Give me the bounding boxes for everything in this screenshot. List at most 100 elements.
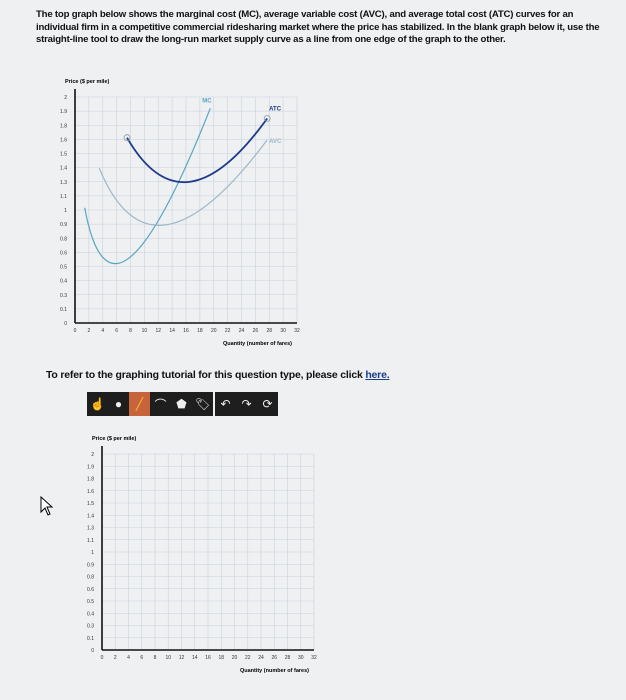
y-tick-label: 0 xyxy=(91,648,94,654)
y-axis-label: Price ($ per mile) xyxy=(65,79,109,85)
label-tool-button[interactable]: 🏷 xyxy=(192,392,213,416)
history-tools: ↶ ↷ ⟳ xyxy=(215,392,278,416)
x-tick-label: 2 xyxy=(114,655,117,661)
y-tick-label: 1.3 xyxy=(60,180,67,186)
x-axis-label: Quantity (number of fares) xyxy=(240,668,309,674)
select-tool-button[interactable]: ☝ xyxy=(87,392,108,416)
reset-button[interactable]: ⟳ xyxy=(257,392,278,416)
tutorial-link[interactable]: here. xyxy=(365,369,390,381)
y-tick-label: 0.8 xyxy=(60,236,67,242)
y-tick-label: 0.4 xyxy=(60,279,67,285)
redo-button[interactable]: ↷ xyxy=(236,392,257,416)
x-tick-label: 10 xyxy=(165,655,171,661)
x-tick-label: 28 xyxy=(285,655,291,661)
atc-curve xyxy=(126,117,268,184)
y-tick-label: 2 xyxy=(91,452,94,458)
y-tick-label: 1.9 xyxy=(87,464,94,470)
x-tick-label: 12 xyxy=(155,328,161,334)
mouse-cursor-icon xyxy=(40,496,54,516)
drawing-tools: ☝ ● ╱ ⌒ ⬟ 🏷 xyxy=(87,392,213,416)
y-tick-label: 1.1 xyxy=(87,538,94,544)
tutorial-text: To refer to the graphing tutorial for th… xyxy=(46,369,390,381)
line-tool-button[interactable]: ╱ xyxy=(129,392,150,416)
x-tick-label: 4 xyxy=(101,328,104,334)
y-tick-label: 0.1 xyxy=(60,307,67,313)
y-tick-label: 1 xyxy=(91,550,94,556)
y-tick-label: 0 xyxy=(64,321,67,327)
x-tick-label: 22 xyxy=(225,328,231,334)
point-tool-button[interactable]: ● xyxy=(108,392,129,416)
cost-curves-graph: 2 1.9 1.8 1.6 1.5 1.4 1.3 1.1 1 0.9 0.8 0.6 0.5 0.4 0.… xyxy=(60,79,300,347)
select-tool-icon: ☝ xyxy=(90,397,105,411)
y-tick-label: 1.9 xyxy=(60,109,67,115)
y-tick-label: 1.4 xyxy=(60,166,67,172)
x-tick-label: 16 xyxy=(205,655,211,661)
curve-tool-icon: ⌒ xyxy=(154,397,167,412)
undo-icon: ↶ xyxy=(220,397,231,411)
mc-curve xyxy=(84,108,211,265)
y-tick-label: 1.6 xyxy=(60,137,67,143)
x-tick-label: 16 xyxy=(183,328,189,334)
question-text: The top graph below shows the marginal c… xyxy=(36,9,600,45)
y-tick-label: 0.8 xyxy=(87,575,94,581)
y-tick-label: 1.6 xyxy=(87,489,94,495)
undo-button[interactable]: ↶ xyxy=(215,392,236,416)
avc-label: AVC xyxy=(269,139,282,145)
avc-curve xyxy=(98,139,268,226)
x-tick-label: 12 xyxy=(179,655,185,661)
x-tick-label: 26 xyxy=(271,655,277,661)
x-tick-label: 6 xyxy=(115,328,118,334)
y-tick-label: 0.6 xyxy=(60,250,67,256)
atc-endpoint-handle xyxy=(123,134,131,142)
x-tick-label: 8 xyxy=(154,655,157,661)
x-tick-label: 24 xyxy=(239,328,245,334)
x-tick-label: 30 xyxy=(298,655,304,661)
point-tool-icon: ● xyxy=(114,397,123,411)
x-tick-label: 32 xyxy=(311,655,317,661)
y-tick-label: 1.4 xyxy=(87,513,94,519)
x-tick-label: 20 xyxy=(211,328,217,334)
x-axis-label: Quantity (number of fares) xyxy=(223,341,292,347)
polygon-tool-button[interactable]: ⬟ xyxy=(171,392,192,416)
y-tick-label: 0.3 xyxy=(60,293,67,299)
x-tick-label: 20 xyxy=(232,655,238,661)
redo-icon: ↷ xyxy=(241,397,252,411)
y-tick-label: 1.5 xyxy=(60,152,67,158)
x-tick-label: 26 xyxy=(253,328,259,334)
y-tick-label: 2 xyxy=(64,95,67,101)
x-tick-label: 24 xyxy=(258,655,264,661)
x-tick-label: 28 xyxy=(266,328,272,334)
y-tick-label: 0.9 xyxy=(60,222,67,228)
y-tick-label: 0.1 xyxy=(87,636,94,642)
curve-tool-button[interactable]: ⌒ xyxy=(150,392,171,416)
reset-icon: ⟳ xyxy=(262,397,273,411)
blank-supply-graph[interactable]: 2 1.9 1.8 1.6 1.5 1.4 1.3 1.1 1 0.9 0.8 0.6 0.5 0.4 0.… xyxy=(80,430,330,700)
y-tick-label: 1.3 xyxy=(87,526,94,532)
mc-label: MC xyxy=(202,98,212,104)
y-tick-label: 1.8 xyxy=(60,123,67,129)
y-tick-label: 0.5 xyxy=(87,599,94,605)
atc-endpoint-handle xyxy=(263,115,271,122)
x-tick-label: 8 xyxy=(129,328,132,334)
x-tick-label: 0 xyxy=(74,328,77,334)
y-tick-label: 0.4 xyxy=(87,611,94,617)
atc-label: ATC xyxy=(269,106,282,112)
x-tick-label: 22 xyxy=(245,655,251,661)
x-tick-label: 10 xyxy=(142,328,148,334)
x-tick-label: 32 xyxy=(294,328,300,334)
y-axis-label: Price ($ per mile) xyxy=(92,436,136,442)
x-tick-label: 0 xyxy=(101,655,104,661)
y-tick-label: 1.5 xyxy=(87,501,94,507)
x-tick-label: 18 xyxy=(197,328,203,334)
x-tick-label: 14 xyxy=(192,655,198,661)
y-tick-label: 0.5 xyxy=(60,265,67,271)
y-tick-label: 1.8 xyxy=(87,477,94,483)
y-tick-label: 0.6 xyxy=(87,587,94,593)
polygon-tool-icon: ⬟ xyxy=(176,397,187,411)
x-tick-label: 14 xyxy=(169,328,175,334)
graph-toolbar: ☝ ● ╱ ⌒ ⬟ 🏷 ↶ ↷ ⟳ xyxy=(87,392,278,416)
x-tick-label: 30 xyxy=(280,328,286,334)
y-tick-label: 0.9 xyxy=(87,562,94,568)
y-tick-label: 0.3 xyxy=(87,624,94,630)
x-tick-label: 18 xyxy=(218,655,224,661)
